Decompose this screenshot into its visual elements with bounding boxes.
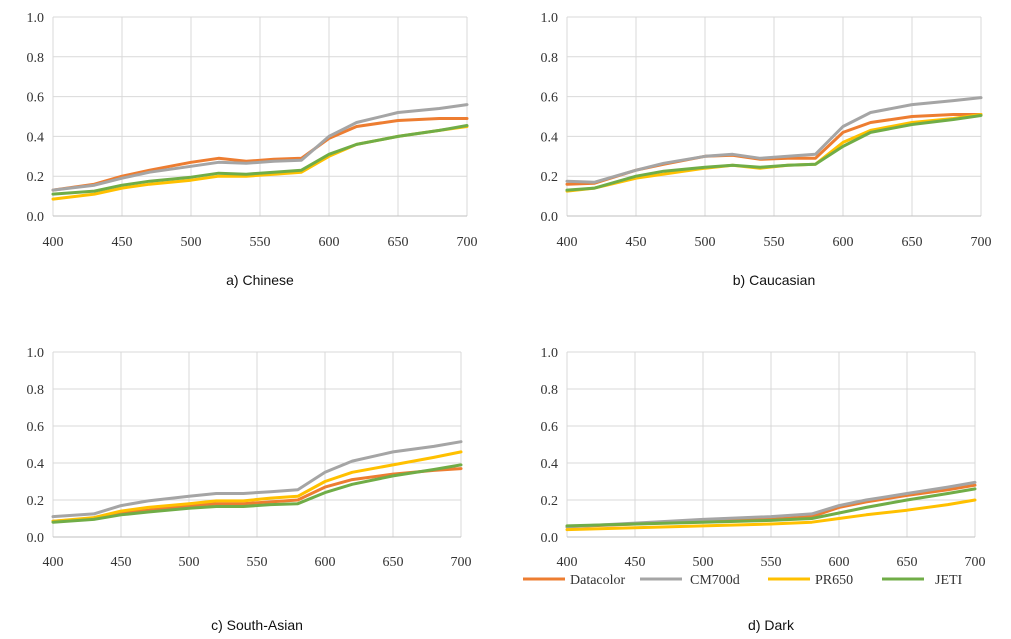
y-tick-label: 0.4: [541, 457, 559, 472]
x-tick-label: 450: [626, 235, 647, 250]
y-tick-label: 0.8: [27, 51, 45, 66]
x-tick-label: 400: [43, 235, 64, 250]
series-line-cm700d: [565, 96, 983, 184]
x-tick-label: 600: [833, 235, 854, 250]
y-tick-label: 0.2: [27, 170, 45, 185]
x-tick-label: 500: [695, 235, 716, 250]
x-tick-label: 450: [112, 235, 133, 250]
y-tick-label: 0.4: [541, 130, 559, 145]
y-tick-label: 1.0: [27, 11, 45, 26]
x-tick-label: 400: [43, 555, 64, 570]
legend-label-jeti: JETI: [935, 573, 963, 588]
series-line-pr650: [51, 450, 463, 523]
x-tick-label: 400: [557, 555, 578, 570]
y-tick-label: 0.2: [541, 494, 559, 509]
y-tick-label: 1.0: [27, 346, 45, 361]
legend-label-datacolor: Datacolor: [570, 573, 626, 588]
y-tick-label: 0.2: [541, 170, 559, 185]
panel-caption: a) Chinese: [226, 272, 294, 288]
x-tick-label: 650: [902, 235, 923, 250]
x-tick-label: 550: [761, 555, 782, 570]
panel-chinese: 400 450 500 550 600 650 700 0.0 0.2 0.4 0.6 0.8 1.0 a…: [27, 11, 478, 288]
panel-caucasian: 400 450 500 550 600 650 700 0.0 0.2 0.4 0.6 0.8 1.0 b…: [541, 11, 992, 288]
y-tick-label: 0.8: [541, 51, 559, 66]
series-line-pr650: [565, 498, 977, 532]
y-tick-label: 0.8: [27, 383, 45, 398]
x-tick-label: 650: [897, 555, 918, 570]
x-tick-label: 500: [693, 555, 714, 570]
series-line-jeti: [51, 463, 463, 524]
panel-dark: 400 450 500 550 600 650 700 0.0 0.2 0.4 0.6 0.8 1.0 d…: [541, 346, 986, 633]
panel-south-asian: 400 450 500 550 600 650 700 0.0 0.2 0.4 0.6 0.8 1.0 c…: [27, 346, 472, 633]
panel-caption: b) Caucasian: [733, 272, 816, 288]
legend-label-cm700d: CM700d: [690, 573, 740, 588]
y-tick-label: 0.6: [541, 91, 559, 106]
y-tick-label: 0.4: [27, 130, 45, 145]
series-line-jeti: [51, 124, 469, 196]
series-line-cm700d: [51, 103, 469, 192]
x-tick-label: 650: [383, 555, 404, 570]
x-tick-label: 550: [764, 235, 785, 250]
y-tick-label: 0.6: [27, 420, 45, 435]
x-tick-label: 700: [451, 555, 472, 570]
series-line-datacolor: [51, 467, 463, 523]
x-tick-label: 450: [625, 555, 646, 570]
y-tick-label: 0.0: [27, 210, 45, 225]
x-tick-label: 500: [181, 235, 202, 250]
x-tick-label: 550: [250, 235, 271, 250]
x-tick-label: 600: [319, 235, 340, 250]
y-tick-label: 0.4: [27, 457, 45, 472]
series-line-jeti: [565, 487, 977, 528]
x-tick-label: 500: [179, 555, 200, 570]
x-tick-label: 550: [247, 555, 268, 570]
x-tick-label: 700: [971, 235, 992, 250]
panel-caption: c) South-Asian: [211, 617, 303, 633]
y-tick-label: 0.2: [27, 494, 45, 509]
x-tick-label: 450: [111, 555, 132, 570]
x-tick-label: 600: [829, 555, 850, 570]
y-tick-label: 0.0: [541, 210, 559, 225]
x-tick-label: 600: [315, 555, 336, 570]
series-line-cm700d: [565, 480, 977, 529]
legend: Datacolor CM700d PR650 JETI: [523, 573, 963, 588]
x-tick-label: 700: [965, 555, 986, 570]
x-tick-label: 400: [557, 235, 578, 250]
series-line-datacolor: [51, 117, 469, 192]
y-tick-label: 0.6: [27, 91, 45, 106]
x-tick-label: 700: [457, 235, 478, 250]
y-tick-label: 1.0: [541, 346, 559, 361]
legend-label-pr650: PR650: [815, 573, 853, 588]
y-tick-label: 0.6: [541, 420, 559, 435]
y-tick-label: 0.0: [541, 531, 559, 546]
y-tick-label: 1.0: [541, 11, 559, 26]
y-tick-label: 0.8: [541, 383, 559, 398]
panel-caption: d) Dark: [748, 617, 795, 633]
series-line-jeti: [565, 114, 983, 192]
y-tick-label: 0.0: [27, 531, 45, 546]
series-line-cm700d: [51, 440, 463, 519]
x-tick-label: 650: [388, 235, 409, 250]
